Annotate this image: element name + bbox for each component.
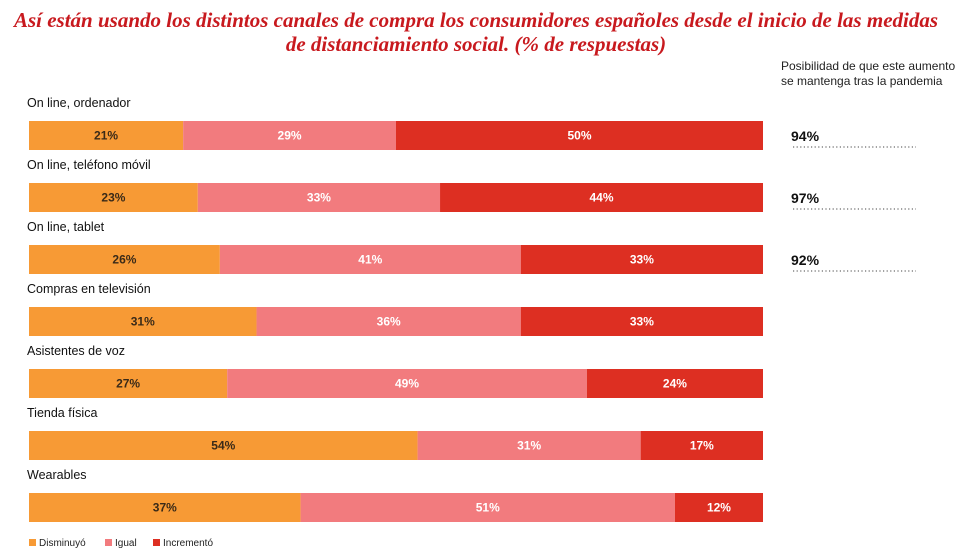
bar-row: Compras en televisión 31% 36% 33% bbox=[27, 282, 763, 336]
bar-segment bbox=[29, 307, 257, 336]
bar-segment bbox=[256, 307, 521, 336]
data-label: 37% bbox=[153, 501, 177, 515]
side-column-header: Posibilidad de que este aumento se mante… bbox=[781, 59, 956, 88]
legend-swatch bbox=[29, 539, 36, 546]
bar-row: On line, teléfono móvil 23% 33% 44% bbox=[27, 158, 763, 212]
bar-segment bbox=[29, 369, 228, 398]
data-label: 50% bbox=[567, 129, 591, 143]
data-label: 33% bbox=[307, 191, 331, 205]
bar-segment bbox=[396, 121, 763, 150]
data-label: 23% bbox=[101, 191, 125, 205]
data-label: 21% bbox=[94, 129, 118, 143]
legend: Disminuyó Igual Incrementó bbox=[29, 538, 213, 549]
side-value: 94% bbox=[791, 128, 820, 144]
bar-row: Wearables 37% 51% 12% bbox=[27, 468, 763, 522]
data-label: 33% bbox=[630, 315, 654, 329]
bar-segment bbox=[29, 493, 301, 522]
bar-row: Asistentes de voz 27% 49% 24% bbox=[27, 344, 763, 398]
side-values-group: 94% 97% 92% bbox=[791, 128, 916, 272]
legend-item: Incrementó bbox=[153, 538, 213, 549]
bar-segment bbox=[440, 183, 763, 212]
bars-group: On line, ordenador 21% 29% 50% On line, telé… bbox=[27, 96, 763, 522]
bar-segment bbox=[29, 431, 418, 460]
data-label: 54% bbox=[211, 439, 235, 453]
data-label: 24% bbox=[663, 377, 687, 391]
legend-label: Disminuyó bbox=[39, 538, 86, 549]
data-label: 29% bbox=[278, 129, 302, 143]
data-label: 27% bbox=[116, 377, 140, 391]
bar-segment bbox=[197, 183, 441, 212]
legend-item: Disminuyó bbox=[29, 538, 86, 549]
legend-swatch bbox=[153, 539, 160, 546]
bar-segment bbox=[300, 493, 675, 522]
bar-segment bbox=[520, 307, 763, 336]
category-label: On line, teléfono móvil bbox=[27, 158, 151, 172]
bar-row: Tienda física 54% 31% 17% bbox=[27, 406, 763, 460]
bar-segment bbox=[183, 121, 396, 150]
bar-segment bbox=[29, 183, 198, 212]
category-label: Wearables bbox=[27, 468, 87, 482]
side-value: 97% bbox=[791, 190, 820, 206]
bar-segment bbox=[29, 121, 184, 150]
chart-title: Así están usando los distintos canales d… bbox=[13, 8, 939, 56]
data-label: 31% bbox=[517, 439, 541, 453]
bar-row: On line, ordenador 21% 29% 50% bbox=[27, 96, 763, 150]
bar-segment bbox=[219, 245, 521, 274]
bar-segment bbox=[586, 369, 763, 398]
legend-label: Incrementó bbox=[163, 538, 213, 549]
legend-item: Igual bbox=[105, 538, 137, 549]
bar-segment bbox=[674, 493, 763, 522]
bar-segment bbox=[227, 369, 587, 398]
bar-segment bbox=[640, 431, 763, 460]
category-label: Compras en televisión bbox=[27, 282, 151, 296]
data-label: 17% bbox=[690, 439, 714, 453]
data-label: 49% bbox=[395, 377, 419, 391]
data-label: 31% bbox=[131, 315, 155, 329]
bar-segment bbox=[520, 245, 763, 274]
legend-swatch bbox=[105, 539, 112, 546]
category-label: On line, tablet bbox=[27, 220, 105, 234]
category-label: Tienda física bbox=[27, 406, 97, 420]
bar-segment bbox=[29, 245, 220, 274]
data-label: 41% bbox=[358, 253, 382, 267]
data-label: 26% bbox=[112, 253, 136, 267]
legend-label: Igual bbox=[115, 538, 137, 549]
bar-segment bbox=[417, 431, 641, 460]
bar-row: On line, tablet 26% 41% 33% bbox=[27, 220, 763, 274]
data-label: 33% bbox=[630, 253, 654, 267]
data-label: 51% bbox=[476, 501, 500, 515]
side-value: 92% bbox=[791, 252, 820, 268]
category-label: On line, ordenador bbox=[27, 96, 131, 110]
category-label: Asistentes de voz bbox=[27, 344, 125, 358]
data-label: 36% bbox=[377, 315, 401, 329]
data-label: 44% bbox=[590, 191, 614, 205]
data-label: 12% bbox=[707, 501, 731, 515]
